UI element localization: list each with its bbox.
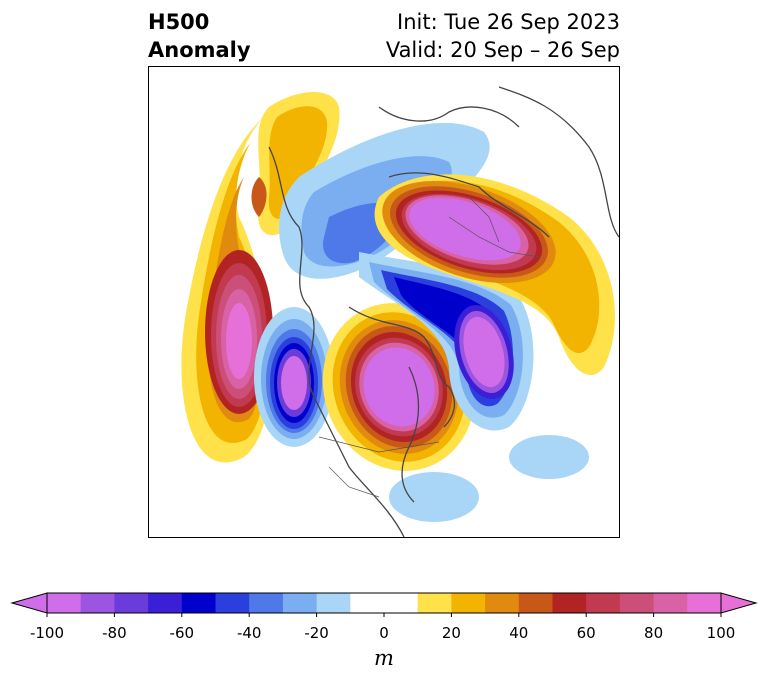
colorbar-bin <box>181 593 216 613</box>
trough-southeast <box>389 435 589 522</box>
colorbar-tick-label: -80 <box>102 624 127 642</box>
ridge-north <box>251 92 340 236</box>
anomaly-map <box>148 66 620 538</box>
colorbar-tick-label: 20 <box>441 624 461 642</box>
colorbar-tick-label: -40 <box>236 624 262 642</box>
colorbar-bin <box>249 593 284 613</box>
colorbar-tick-label: 80 <box>644 624 664 642</box>
colorbar-bin <box>518 593 553 613</box>
coastlines <box>268 86 619 537</box>
colorbar-tick-label: -60 <box>169 624 195 642</box>
map-subtitle: Init: Tue 26 Sep 2023 Valid: 20 Sep – 26… <box>386 8 620 64</box>
colorbar-bin <box>653 593 688 613</box>
colorbar-bin <box>687 593 722 613</box>
colorbar-tick-label: -20 <box>304 624 329 642</box>
colorbar-bin <box>148 593 183 613</box>
borders <box>318 196 540 498</box>
colorbar-extend-min <box>10 592 48 614</box>
colorbar-tick-label: -100 <box>29 624 65 642</box>
colorbar-bin <box>350 593 419 613</box>
colorbar-bin <box>619 593 655 613</box>
colorbar-tick-label: 40 <box>509 624 529 642</box>
colorbar-bin <box>552 593 587 613</box>
colorbar-bin <box>316 593 351 613</box>
colorbar-bin <box>47 593 82 613</box>
colorbar-unit-label: m <box>374 646 394 670</box>
anomaly-map-svg <box>181 86 619 537</box>
colorbar-bin <box>451 593 486 613</box>
colorbar-bin <box>485 593 520 613</box>
colorbar-bin <box>586 593 621 613</box>
init-time: Init: Tue 26 Sep 2023 <box>397 10 620 34</box>
title-field: Anomaly <box>148 38 251 62</box>
colorbar-bin <box>215 593 250 613</box>
colorbar-tick-label: 60 <box>576 624 596 642</box>
valid-period: Valid: 20 Sep – 26 Sep <box>385 38 620 62</box>
map-title: H500 Anomaly <box>148 8 251 64</box>
colorbar-tick-label: 0 <box>379 624 389 642</box>
colorbar-bin <box>282 593 318 613</box>
trough-atlantic <box>359 252 534 431</box>
colorbar-bin <box>80 593 115 613</box>
ridge-canada <box>322 303 476 471</box>
colorbar <box>10 592 758 617</box>
colorbar-bin <box>114 593 149 613</box>
colorbar-extend-max <box>720 592 758 614</box>
ridge-eurasia <box>374 174 615 376</box>
title-variable: H500 <box>148 10 210 34</box>
colorbar-bin <box>417 593 452 613</box>
trough-pacific-nw <box>254 307 334 447</box>
colorbar-tick-label: 100 <box>706 624 736 642</box>
